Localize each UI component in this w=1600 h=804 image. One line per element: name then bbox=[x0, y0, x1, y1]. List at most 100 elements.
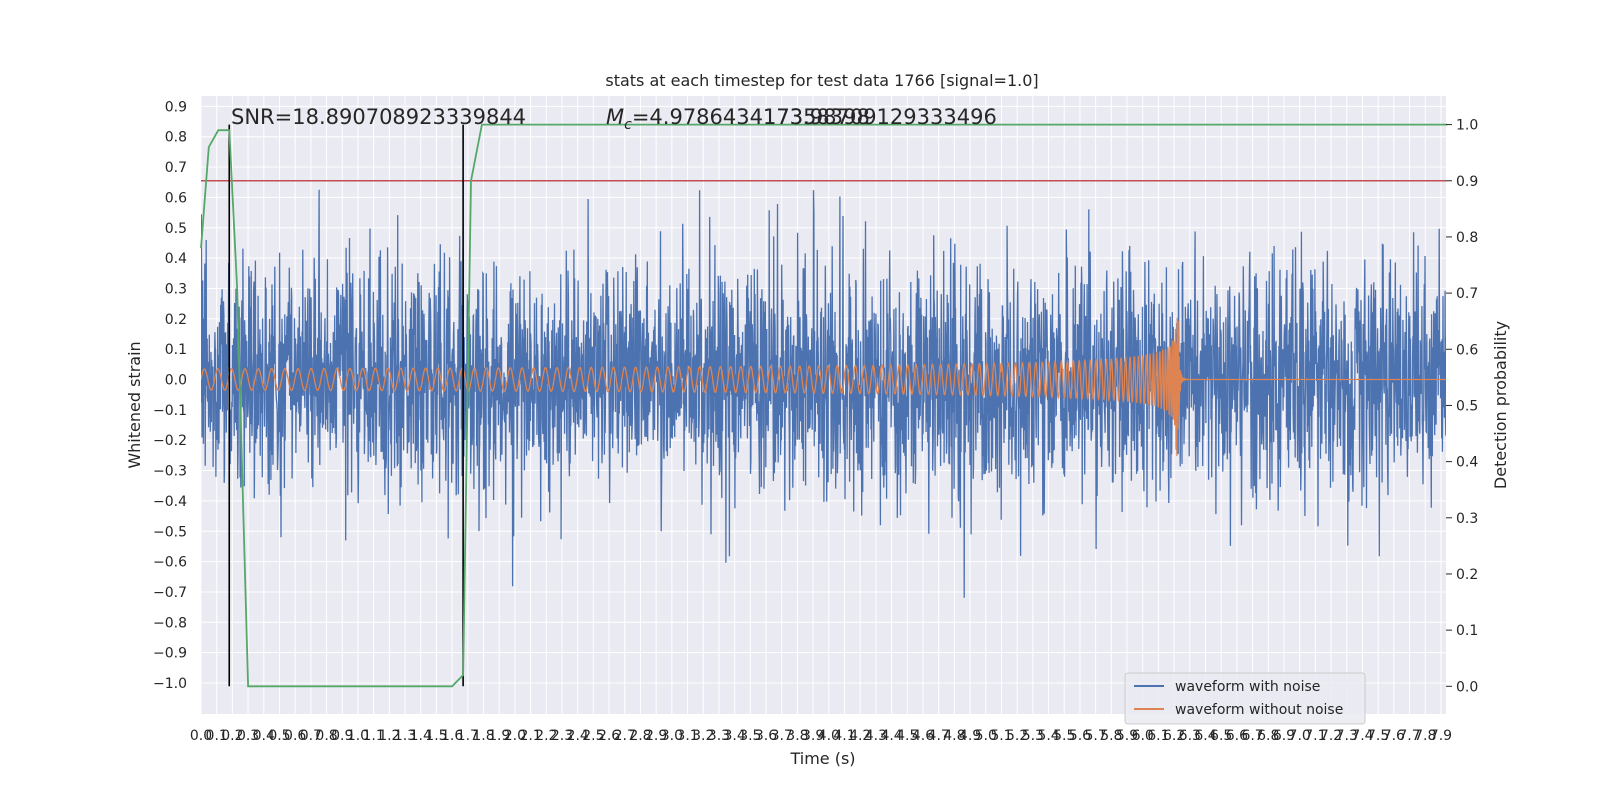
x-tick-label: 6.2 bbox=[1163, 728, 1185, 744]
y-tick-label: 0.5 bbox=[165, 221, 187, 237]
legend: waveform with noise waveform without noi… bbox=[1124, 672, 1366, 725]
y-axis-label: Whitened strain bbox=[125, 341, 144, 468]
x-tick-label: 7.5 bbox=[1367, 728, 1389, 744]
y-tick-label: −0.8 bbox=[153, 615, 187, 631]
y2-tick-label: 0.0 bbox=[1456, 679, 1478, 695]
x-tick-label: 6.4 bbox=[1194, 728, 1216, 744]
x-tick-label: 6.3 bbox=[1179, 728, 1201, 744]
x-tick-label: 1.3 bbox=[394, 728, 416, 744]
x-tick-label: 1.1 bbox=[363, 728, 385, 744]
y2-tick-label: 1.0 bbox=[1456, 118, 1478, 134]
mc-value: =4.978643417358398 bbox=[632, 105, 870, 129]
x-tick-label: 3.8 bbox=[786, 728, 808, 744]
x-tick-label: 0.5 bbox=[268, 728, 290, 744]
x-tick-label: 3.1 bbox=[676, 728, 698, 744]
x-tick-label: 4.7 bbox=[928, 728, 950, 744]
x-tick-label: 2.9 bbox=[645, 728, 667, 744]
x-tick-label: 7.4 bbox=[1351, 728, 1373, 744]
x-tick-label: 6.6 bbox=[1226, 728, 1248, 744]
series-waveform-with-noise bbox=[201, 189, 1446, 598]
x-tick-label: 6.7 bbox=[1241, 728, 1263, 744]
y-tick-label: 0.6 bbox=[165, 190, 187, 206]
y-tick-label: −0.4 bbox=[153, 494, 187, 510]
y-tick-label: 0.3 bbox=[165, 281, 187, 297]
x-tick-label: 2.1 bbox=[519, 728, 541, 744]
y-tick-label: 0.0 bbox=[165, 373, 187, 389]
data-layer bbox=[201, 189, 1446, 598]
x-tick-label: 0.1 bbox=[206, 728, 228, 744]
y-tick-label: −0.2 bbox=[153, 433, 187, 449]
x-tick-label: 3.3 bbox=[708, 728, 730, 744]
x-tick-label: 0.6 bbox=[284, 728, 306, 744]
x-tick-label: 7.0 bbox=[1289, 728, 1311, 744]
y2-tick-label: 0.1 bbox=[1456, 623, 1478, 639]
x-tick-label: 4.2 bbox=[849, 728, 871, 744]
x-tick-labels: 0.00.10.20.30.40.50.60.70.80.91.01.11.21… bbox=[190, 728, 1452, 744]
y2-tick-label: 0.8 bbox=[1456, 230, 1478, 246]
x-tick-label: 4.0 bbox=[818, 728, 840, 744]
x-tick-label: 5.0 bbox=[975, 728, 997, 744]
x-tick-label: 2.6 bbox=[598, 728, 620, 744]
y2-axis-label: Detection probability bbox=[1491, 321, 1510, 489]
legend-label-noise: waveform with noise bbox=[1175, 679, 1320, 695]
series-detection-probability bbox=[200, 123, 1448, 688]
x-tick-label: 2.4 bbox=[567, 728, 589, 744]
x-tick-label: 5.2 bbox=[1006, 728, 1028, 744]
x-tick-label: 7.2 bbox=[1320, 728, 1342, 744]
y2-tick-label: 0.5 bbox=[1456, 398, 1478, 414]
x-tick-label: 7.3 bbox=[1336, 728, 1358, 744]
x-tick-label: 0.8 bbox=[315, 728, 337, 744]
y-tick-label: −0.5 bbox=[153, 524, 187, 540]
x-tick-label: 5.6 bbox=[1069, 728, 1091, 744]
y-tick-label: −0.1 bbox=[153, 403, 187, 419]
x-tick-label: 4.5 bbox=[896, 728, 918, 744]
x-tick-label: 4.9 bbox=[959, 728, 981, 744]
x-tick-label: 1.0 bbox=[347, 728, 369, 744]
x-tick-label: 6.0 bbox=[1132, 728, 1154, 744]
x-tick-label: 6.9 bbox=[1273, 728, 1295, 744]
left-tick-labels: 0.9 0.8 0.7 0.6 0.5 0.4 0.3 0.2 0.1 0.0 −0.1 −0.2 −0… bbox=[153, 99, 187, 692]
x-tick-label: 3.2 bbox=[692, 728, 714, 744]
x-tick-label: 6.1 bbox=[1147, 728, 1169, 744]
x-tick-label: 2.3 bbox=[551, 728, 573, 744]
x-tick-label: 3.7 bbox=[771, 728, 793, 744]
x-tick-label: 5.9 bbox=[1116, 728, 1138, 744]
x-tick-label: 0.7 bbox=[300, 728, 322, 744]
x-tick-label: 7.6 bbox=[1383, 728, 1405, 744]
legend-label-clean: waveform without noise bbox=[1175, 702, 1343, 718]
x-tick-label: 6.8 bbox=[1257, 728, 1279, 744]
x-tick-label: 1.7 bbox=[457, 728, 479, 744]
y2-tick-label: 0.4 bbox=[1456, 455, 1478, 471]
x-tick-label: 7.8 bbox=[1414, 728, 1436, 744]
y2-tick-label: 0.9 bbox=[1456, 174, 1478, 190]
x-tick-label: 2.8 bbox=[629, 728, 651, 744]
overlay-layer bbox=[200, 123, 1448, 688]
y-tick-label: −0.7 bbox=[153, 585, 187, 601]
x-tick-label: 4.3 bbox=[865, 728, 887, 744]
y-tick-label: −0.9 bbox=[153, 646, 187, 662]
x-tick-label: 3.0 bbox=[661, 728, 683, 744]
x-tick-label: 5.1 bbox=[990, 728, 1012, 744]
x-tick-label: 1.4 bbox=[410, 728, 432, 744]
chart-title: stats at each timestep for test data 176… bbox=[605, 71, 1038, 90]
snr-annotation: SNR=18.890708923339844 bbox=[231, 105, 526, 129]
y-tick-label: 0.4 bbox=[165, 251, 187, 267]
y2-tick-label: 0.7 bbox=[1456, 286, 1478, 302]
x-tick-label: 3.6 bbox=[755, 728, 777, 744]
x-tick-label: 5.5 bbox=[1053, 728, 1075, 744]
x-tick-label: 5.8 bbox=[1100, 728, 1122, 744]
y2-tick-label: 0.2 bbox=[1456, 567, 1478, 583]
mc-annotation: Mc=4.978643417358398 bbox=[606, 105, 870, 133]
legend-box bbox=[1124, 672, 1366, 725]
y-tick-label: 0.2 bbox=[165, 312, 187, 328]
y-tick-label: 0.7 bbox=[165, 160, 187, 176]
x-tick-label: 6.5 bbox=[1210, 728, 1232, 744]
x-tick-label: 5.4 bbox=[1037, 728, 1059, 744]
x-tick-label: 2.5 bbox=[582, 728, 604, 744]
x-tick-label: 2.2 bbox=[535, 728, 557, 744]
right-tick-labels: 1.0 0.9 0.8 0.7 0.6 0.5 0.4 0.3 0.2 0.1 0.0 bbox=[1446, 118, 1478, 695]
y-tick-label: 0.1 bbox=[165, 342, 187, 358]
y-tick-label: 0.9 bbox=[165, 99, 187, 115]
series-waveform-without-noise bbox=[201, 317, 1446, 456]
x-tick-label: 4.1 bbox=[833, 728, 855, 744]
